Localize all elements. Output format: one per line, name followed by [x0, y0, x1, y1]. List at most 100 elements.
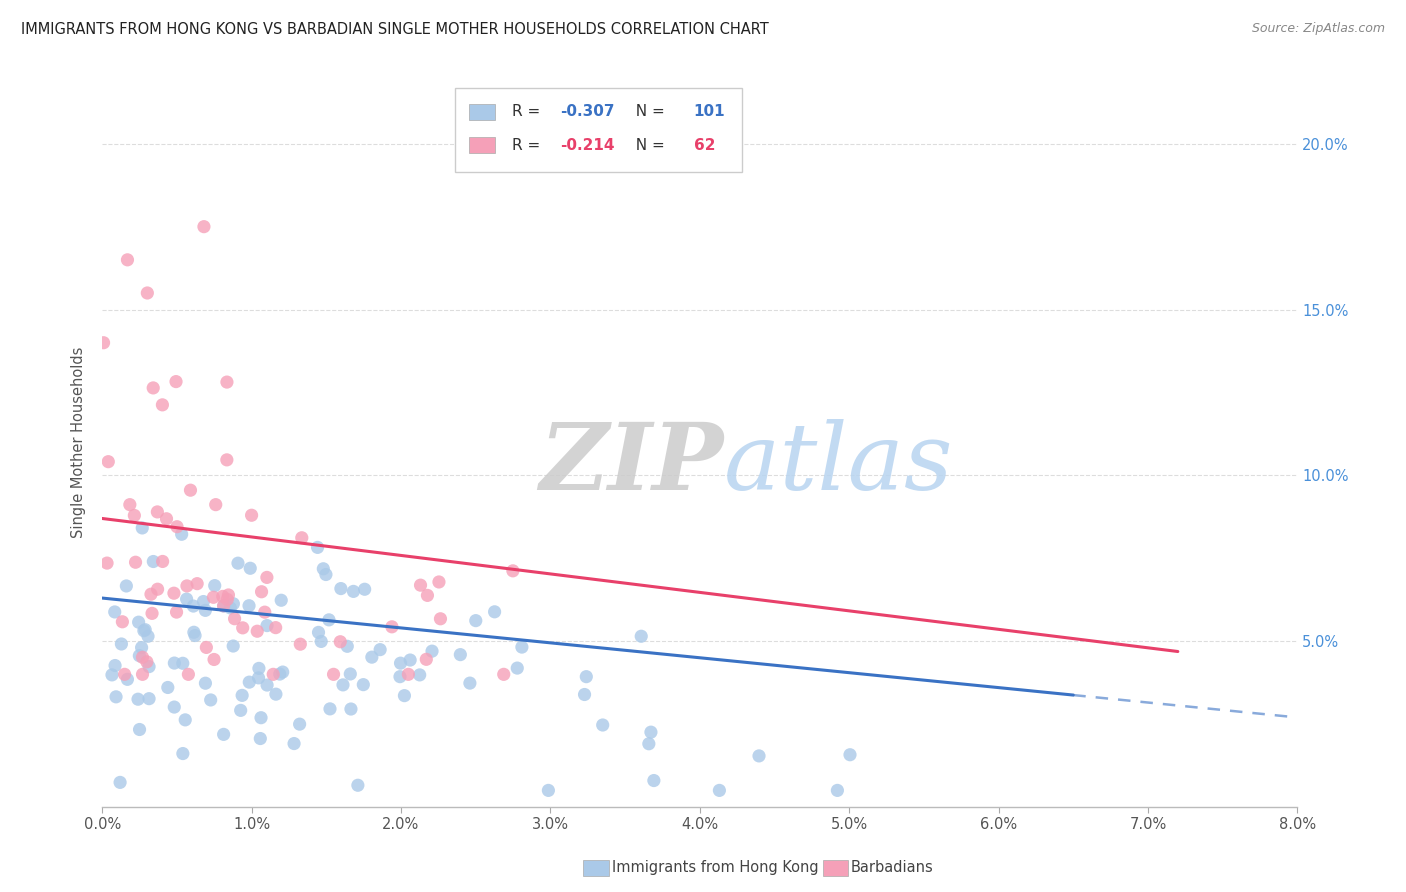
Point — [211, 590, 233, 604]
Point — [200, 693, 222, 707]
Text: Barbadians: Barbadians — [851, 860, 934, 874]
Point — [128, 615, 150, 630]
Point — [307, 541, 329, 555]
Point — [264, 621, 287, 635]
Point — [166, 605, 188, 619]
Point — [339, 667, 361, 681]
Point — [288, 717, 311, 731]
Point — [353, 582, 375, 597]
Point — [232, 621, 254, 635]
Text: atlas: atlas — [724, 419, 953, 509]
Point — [256, 618, 278, 632]
Point — [134, 623, 156, 637]
Point — [318, 613, 340, 627]
Point — [315, 567, 337, 582]
Point — [202, 652, 225, 666]
Point — [256, 678, 278, 692]
Point — [202, 591, 225, 605]
Point — [709, 783, 731, 797]
Point — [104, 658, 127, 673]
Point — [163, 656, 186, 670]
Point — [212, 727, 235, 741]
Point — [246, 624, 269, 639]
Point — [399, 653, 422, 667]
Point — [176, 579, 198, 593]
Point — [429, 612, 451, 626]
Point — [839, 747, 862, 762]
Point — [193, 594, 215, 608]
Text: 62: 62 — [693, 137, 716, 153]
Point — [114, 667, 136, 681]
Point — [381, 620, 404, 634]
Point — [360, 650, 382, 665]
Point — [389, 656, 412, 670]
Point — [537, 783, 560, 797]
Point — [342, 584, 364, 599]
Text: IMMIGRANTS FROM HONG KONG VS BARBADIAN SINGLE MOTHER HOUSEHOLDS CORRELATION CHAR: IMMIGRANTS FROM HONG KONG VS BARBADIAN S… — [21, 22, 769, 37]
Point — [111, 615, 134, 629]
Point — [630, 629, 652, 643]
Point — [101, 668, 124, 682]
Point — [510, 640, 533, 654]
Point — [104, 605, 127, 619]
Point — [115, 579, 138, 593]
Point — [96, 556, 118, 570]
Point — [194, 603, 217, 617]
Text: N =: N = — [626, 137, 669, 153]
Point — [643, 773, 665, 788]
Point — [368, 642, 391, 657]
Point — [183, 599, 205, 613]
Point — [118, 498, 141, 512]
Point — [146, 582, 169, 597]
Point — [138, 691, 160, 706]
Point — [217, 592, 239, 607]
Point — [176, 592, 198, 607]
Point — [394, 689, 416, 703]
Point — [270, 593, 292, 607]
Point — [329, 582, 352, 596]
Point — [264, 687, 287, 701]
Point — [128, 648, 150, 663]
Point — [163, 586, 186, 600]
Point — [166, 520, 188, 534]
Point — [172, 747, 194, 761]
Point — [136, 629, 159, 643]
Point — [322, 667, 344, 681]
Point — [155, 512, 177, 526]
Point — [640, 725, 662, 739]
Point — [309, 634, 332, 648]
Point — [312, 562, 335, 576]
Point — [247, 661, 270, 675]
Point — [172, 657, 194, 671]
Point — [271, 665, 294, 679]
Point — [124, 508, 146, 523]
Point — [117, 673, 139, 687]
Point — [637, 737, 659, 751]
Point — [93, 335, 115, 350]
Point — [291, 531, 314, 545]
Point — [131, 650, 153, 665]
Point — [269, 667, 291, 681]
Point — [110, 637, 132, 651]
Point — [174, 713, 197, 727]
Point — [249, 731, 271, 746]
Point — [152, 398, 174, 412]
Point — [575, 670, 598, 684]
Point — [506, 661, 529, 675]
Point — [141, 607, 163, 621]
Point — [592, 718, 614, 732]
Point — [409, 578, 432, 592]
Point — [492, 667, 515, 681]
Text: Source: ZipAtlas.com: Source: ZipAtlas.com — [1251, 22, 1385, 36]
Point — [146, 505, 169, 519]
Point — [250, 711, 273, 725]
Point — [256, 570, 278, 584]
Point — [108, 775, 131, 789]
Point — [139, 587, 162, 601]
Point — [117, 252, 139, 267]
Point — [194, 676, 217, 690]
Point — [219, 601, 242, 615]
Point — [396, 667, 419, 681]
Y-axis label: Single Mother Households: Single Mother Households — [72, 346, 86, 538]
Point — [240, 508, 263, 523]
